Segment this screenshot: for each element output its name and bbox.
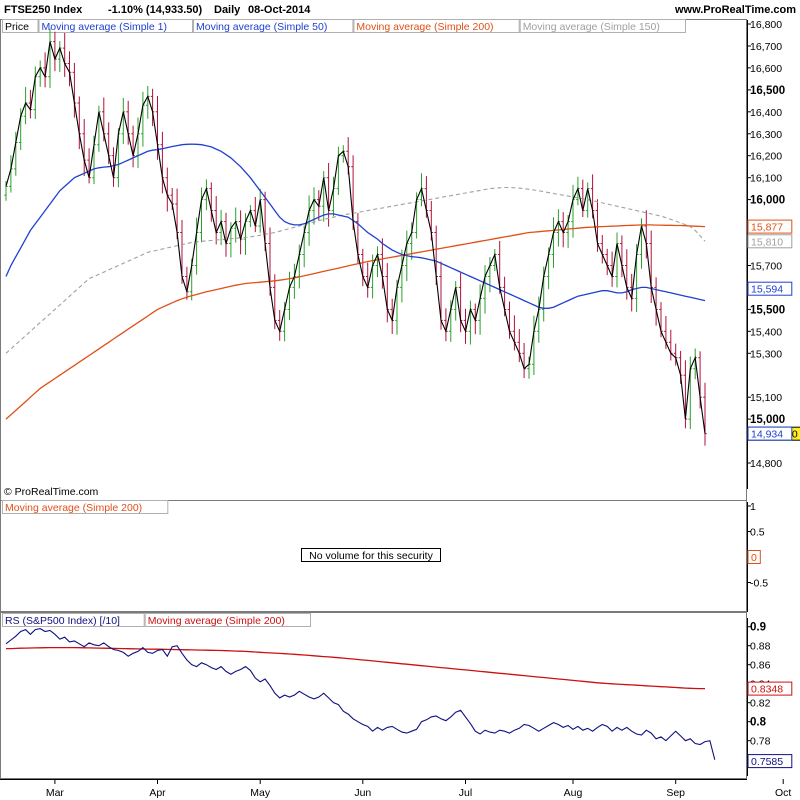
y-tick-label: 16,400 [750,107,782,119]
x-tick-label: Sep [666,787,685,799]
y-tick-label: -0.5 [750,578,768,590]
legend-item-label: Moving average (Simple 200) [356,21,493,33]
y-tick-label: 16,000 [750,195,785,207]
y-tick-label: 0.86 [750,660,771,672]
y-tick-label: 16,700 [750,41,782,53]
value-tag-label: 0.8348 [751,684,783,696]
volume-legend: Moving average (Simple 200) [2,500,169,514]
legend-item-box [2,613,145,627]
value-tag-label: 15,810 [751,236,783,248]
y-tick-label: 14,800 [750,458,782,470]
value-tag [747,234,793,249]
volume-panel-frame [0,500,747,612]
y-tick-label: 15,400 [750,326,782,338]
value-tag-label: 0.7585 [751,756,783,768]
legend-item-label: Moving average (Simple 1) [42,21,167,33]
chart-period: Daily [214,4,241,16]
y-tick-label: 16,200 [750,151,782,163]
price-y-axis: 16,800 16,700 16,600 16,500 16,400 16,300 16,2… [747,19,800,489]
legend-item-box [2,500,169,514]
rs-panel-frame [0,612,747,779]
no-volume-text: No volume for this security [309,550,433,562]
y-tick-label: 0.5 [750,527,765,539]
value-tag [747,426,793,441]
price-series [4,28,707,446]
value-tag-label: 14,934 [751,429,783,441]
time-x-axis: Mar Apr May Jun Jul Aug Sep Oct [0,779,791,799]
y-tick-label: 1 [750,501,756,513]
x-tick-label: Aug [564,787,583,799]
legend-item-box [353,19,520,33]
y-tick-label: 15,300 [750,348,782,360]
y-tick-label: 15,000 [750,414,785,426]
rs-legend: RS (S&P500 Index) [/10] Moving average (S… [2,613,311,627]
x-tick-label: Mar [46,787,65,799]
no-volume-box [301,548,441,562]
chart-header: FTSE250 Index -1.10% (14,933.50) Daily 0… [4,4,796,16]
y-tick-label: 0.82 [750,698,771,710]
no-volume-notice: No volume for this security [301,548,441,562]
legend-item-label: Moving average (Simple 50) [196,21,327,33]
legend-item-box [519,19,687,33]
y-tick-label: 16,800 [750,19,782,31]
y-tick-label: 16,100 [750,173,782,185]
value-tag-label: 15,877 [751,222,783,234]
ma200-line [5,224,706,420]
legend-item-label: Price [5,21,29,33]
ma50-line [5,143,706,309]
legend-item-label: RS (S&P500 Index) [/10] [5,615,120,627]
y-tick-label: 0.78 [750,736,771,748]
value-tag [747,681,793,696]
legend-item-box [193,19,354,33]
legend-item-box [144,613,311,627]
y-tick-label: 16,500 [750,85,785,97]
legend-item-box [38,19,193,33]
x-tick-label: Jul [459,787,472,799]
legend-item-label: Moving average (Simple 200) [148,615,285,627]
value-tag [747,281,793,296]
value-tag [747,219,793,234]
value-tag-label: 15,594 [751,284,783,296]
volume-y-axis: 1 0.5 -0.5 0 [747,501,768,612]
site-url[interactable]: www.ProRealTime.com [674,4,796,16]
rs-line [5,628,716,760]
price-legend: Price Moving average (Simple 1) Moving ave… [2,19,687,33]
ma150-line [5,186,706,354]
legend-item-label: Moving average (Simple 150) [523,21,660,33]
chart-date: 08-Oct-2014 [248,4,311,16]
value-tag [747,754,793,769]
legend-item-label: Moving average (Simple 200) [5,502,142,514]
y-tick-label: 15,100 [750,392,782,404]
rs-series [5,628,716,760]
ma1-line [5,41,706,434]
rs-ma200-line [6,646,705,690]
instrument-name: FTSE250 Index [4,4,83,16]
y-tick-label: 15,700 [750,261,782,273]
y-tick-label: 16,300 [750,129,782,141]
y-tick-label: 15,500 [750,304,785,316]
y-tick-label: 16,600 [750,63,782,75]
x-tick-label: Apr [149,787,166,799]
x-tick-label: Jun [354,787,371,799]
value-tag [747,550,761,564]
x-tick-label: Oct [775,787,791,799]
x-tick-label: May [250,787,271,799]
legend-item-box [2,19,39,33]
y-tick-label: 0.9 [750,622,766,634]
copyright-label: © ProRealTime.com [4,486,99,498]
price-change: -1.10% (14,933.50) [108,4,203,16]
y-tick-label: 0.8 [750,717,767,729]
y-tick-label: 0.88 [750,641,771,653]
value-tag-label: 0 [751,552,757,564]
